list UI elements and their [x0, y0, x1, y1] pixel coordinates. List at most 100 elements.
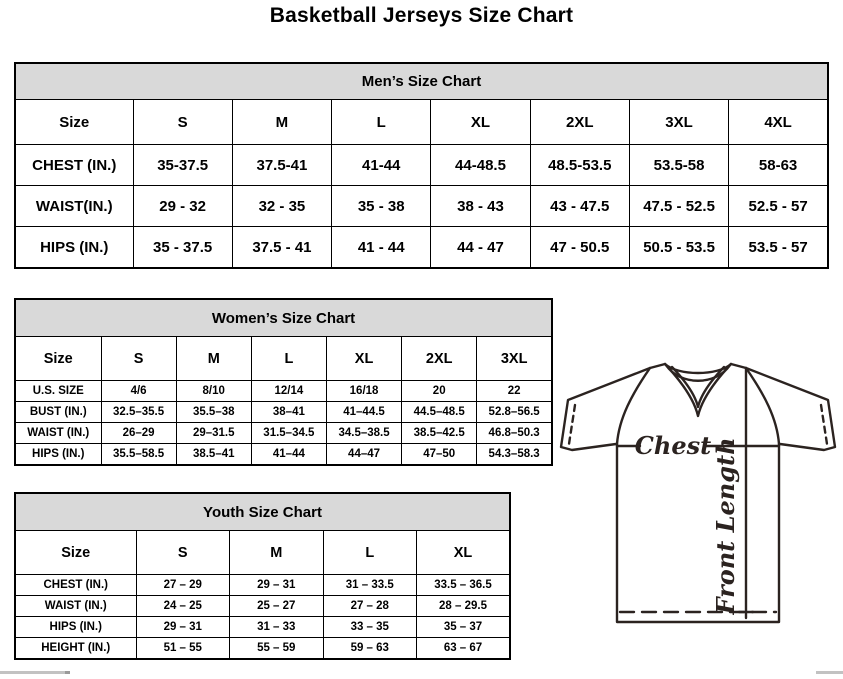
jersey-left-sleeve: [559, 362, 667, 452]
size-value-cell: 32.5–35.5: [100, 401, 177, 423]
size-column-header: XL: [325, 336, 403, 381]
table-row: U.S. SIZE 4/6 8/10 12/14 16/18 20 22: [14, 380, 553, 402]
row-label: U.S. SIZE: [14, 380, 102, 402]
size-value-cell: 53.5-58: [628, 144, 730, 186]
size-value-cell: 55 – 59: [229, 637, 324, 660]
size-value-cell: 41–44: [250, 443, 327, 466]
size-value-cell: 24 – 25: [135, 595, 230, 617]
table-row: WAIST (IN.) 24 – 25 25 – 27 27 – 28 28 – 29.…: [14, 595, 511, 617]
size-value-cell: 28 – 29.5: [416, 595, 511, 617]
size-column-header: S: [100, 336, 177, 381]
womens-size-table: Women’s Size Chart Size S M L XL 2XL 3XL U.S. SI…: [14, 298, 553, 466]
size-value-cell: 29 – 31: [135, 616, 230, 638]
size-value-cell: 47 - 50.5: [529, 226, 630, 269]
size-value-cell: 22: [476, 380, 553, 402]
size-value-cell: 33.5 – 36.5: [416, 574, 511, 596]
size-value-cell: 35 - 37.5: [132, 226, 233, 269]
row-label: WAIST (IN.): [14, 595, 137, 617]
size-corner-header: Size: [14, 336, 102, 381]
size-value-cell: 54.3–58.3: [476, 443, 553, 466]
size-value-cell: 29 – 31: [229, 574, 324, 596]
jersey-left-seam: [615, 366, 652, 446]
jersey-right-cuff-stitch: [819, 403, 829, 446]
size-value-cell: 44.5–48.5: [401, 401, 478, 423]
jersey-collar-inner-v: [670, 365, 726, 409]
size-value-cell: 29 - 32: [132, 185, 233, 227]
row-label: HIPS (IN.): [14, 443, 102, 466]
jersey-collar-outer: [663, 362, 733, 418]
size-value-cell: 53.5 - 57: [728, 226, 829, 269]
table-row: HIPS (IN.) 35.5–58.5 38.5–41 41–44 44–47 47–5…: [14, 443, 553, 466]
front-length-label: Front Length: [711, 437, 740, 615]
size-value-cell: 29–31.5: [175, 422, 252, 444]
table-title-row: Women’s Size Chart: [14, 298, 553, 337]
size-value-cell: 35-37.5: [132, 144, 233, 186]
size-value-cell: 50.5 - 53.5: [628, 226, 730, 269]
table-row: WAIST(IN.) 29 - 32 32 - 35 35 - 38 38 - 43 43…: [14, 185, 829, 227]
hscroll-thumb-right[interactable]: [816, 671, 843, 674]
jersey-measurement-diagram: Chest Front Length: [556, 356, 840, 628]
row-label: WAIST(IN.): [14, 185, 134, 227]
size-column-header: 4XL: [728, 99, 829, 145]
table-header-row: Size S M L XL 2XL 3XL: [14, 336, 553, 381]
size-value-cell: 38–41: [250, 401, 327, 423]
size-column-header: M: [231, 99, 333, 145]
jersey-right-sleeve: [729, 362, 837, 452]
page-title: Basketball Jerseys Size Chart: [269, 4, 574, 27]
size-value-cell: 44-48.5: [430, 144, 531, 186]
youth-size-table: Youth Size Chart Size S M L XL CHEST (IN.) 27 –…: [14, 492, 511, 660]
size-value-cell: 35.5–38: [175, 401, 252, 423]
size-value-cell: 37.5 - 41: [231, 226, 333, 269]
size-corner-header: Size: [14, 99, 134, 145]
size-value-cell: 52.5 - 57: [728, 185, 829, 227]
size-value-cell: 35 – 37: [416, 616, 511, 638]
size-column-header: L: [331, 99, 432, 145]
size-value-cell: 38 - 43: [430, 185, 531, 227]
table-title-row: Youth Size Chart: [14, 492, 511, 531]
jersey-collar-band: [663, 362, 733, 375]
size-value-cell: 38.5–42.5: [401, 422, 478, 444]
size-value-cell: 35.5–58.5: [100, 443, 177, 466]
size-value-cell: 41-44: [331, 144, 432, 186]
size-column-header: M: [175, 336, 252, 381]
jersey-body: [615, 442, 781, 624]
hscroll-thumb-left[interactable]: [0, 671, 70, 674]
table-title: Youth Size Chart: [14, 492, 511, 531]
size-value-cell: 31.5–34.5: [250, 422, 327, 444]
size-column-header: L: [322, 530, 417, 575]
size-value-cell: 47.5 - 52.5: [628, 185, 730, 227]
size-value-cell: 27 – 28: [322, 595, 417, 617]
table-header-row: Size S M L XL 2XL 3XL 4XL: [14, 99, 829, 145]
size-value-cell: 35 - 38: [331, 185, 432, 227]
size-value-cell: 16/18: [325, 380, 403, 402]
size-value-cell: 31 – 33: [229, 616, 324, 638]
size-value-cell: 47–50: [401, 443, 478, 466]
size-value-cell: 38.5–41: [175, 443, 252, 466]
size-value-cell: 20: [401, 380, 478, 402]
row-label: HIPS (IN.): [14, 226, 134, 269]
size-value-cell: 8/10: [175, 380, 252, 402]
size-value-cell: 59 – 63: [322, 637, 417, 660]
jersey-collar-band-inner: [664, 363, 732, 382]
table-title-row: Men’s Size Chart: [14, 62, 829, 100]
size-value-cell: 27 – 29: [135, 574, 230, 596]
size-column-header: 2XL: [529, 99, 630, 145]
table-row: BUST (IN.) 32.5–35.5 35.5–38 38–41 41–44.5 44…: [14, 401, 553, 423]
mens-size-table: Men’s Size Chart Size S M L XL 2XL 3XL 4XL CHEST …: [14, 62, 829, 269]
size-value-cell: 32 - 35: [231, 185, 333, 227]
size-column-header: 3XL: [476, 336, 553, 381]
size-value-cell: 44 - 47: [430, 226, 531, 269]
table-row: HEIGHT (IN.) 51 – 55 55 – 59 59 – 63 63 – 67: [14, 637, 511, 660]
table-title: Men’s Size Chart: [14, 62, 829, 100]
size-column-header: XL: [416, 530, 511, 575]
row-label: CHEST (IN.): [14, 574, 137, 596]
size-value-cell: 52.8–56.5: [476, 401, 553, 423]
table-row: HIPS (IN.) 29 – 31 31 – 33 33 – 35 35 – 37: [14, 616, 511, 638]
row-label: BUST (IN.): [14, 401, 102, 423]
size-value-cell: 4/6: [100, 380, 177, 402]
size-value-cell: 48.5-53.5: [529, 144, 630, 186]
jersey-right-seam: [744, 366, 781, 446]
size-column-header: S: [132, 99, 233, 145]
size-column-header: 2XL: [401, 336, 478, 381]
size-value-cell: 51 – 55: [135, 637, 230, 660]
